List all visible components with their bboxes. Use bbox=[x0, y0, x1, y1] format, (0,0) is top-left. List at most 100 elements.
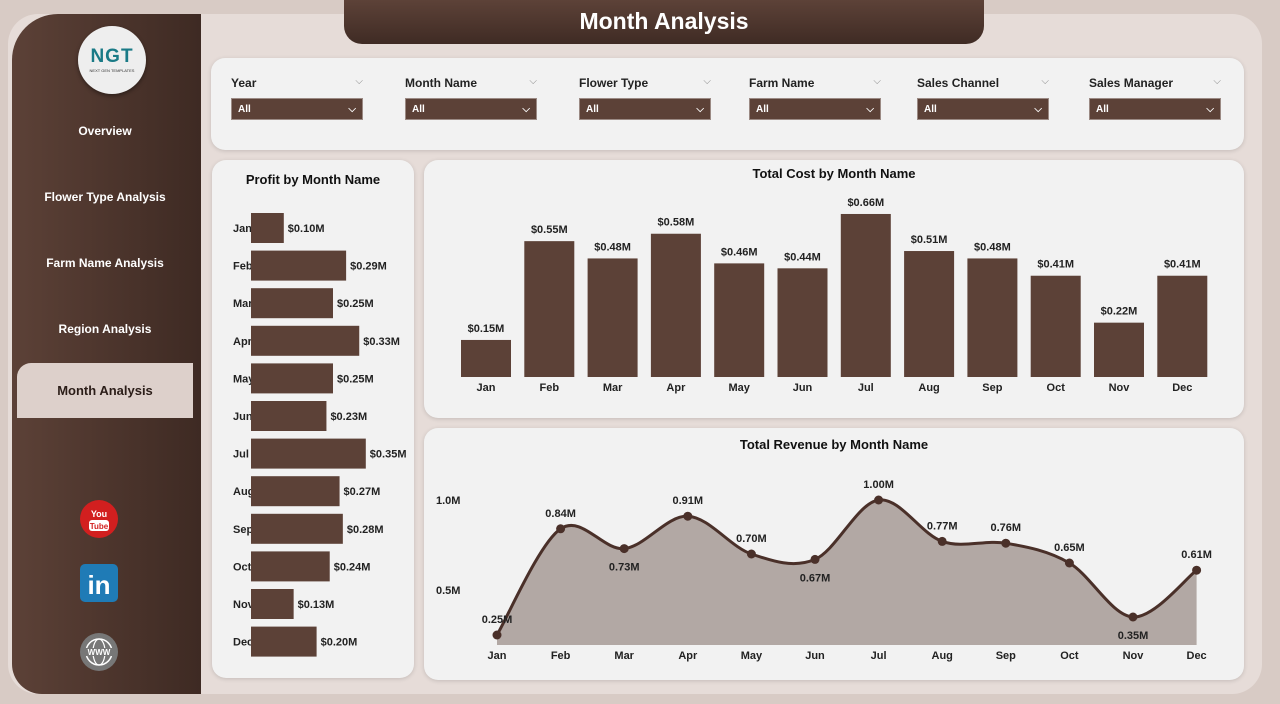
profit-chart: Jan $0.10M Feb $0.29M Mar $0.25M Apr $0.33M May $… bbox=[233, 213, 407, 657]
cost-chart: $0.15M Jan $0.55M Feb $0.48M Mar $0.58M Apr $0.4… bbox=[461, 197, 1208, 394]
revenue-line bbox=[495, 498, 1198, 636]
youtube-icon[interactable]: You Tube bbox=[80, 500, 118, 538]
profit-bar bbox=[251, 513, 343, 544]
revenue-data-label: 0.70M bbox=[736, 533, 767, 545]
profit-data-label: $0.27M bbox=[344, 486, 381, 498]
nav-overview[interactable]: Overview bbox=[78, 124, 132, 138]
revenue-data-label: 1.00M bbox=[863, 479, 894, 491]
chevron-down-icon[interactable]: ⌵ bbox=[355, 76, 363, 87]
cost-data-label: $0.46M bbox=[721, 246, 758, 258]
filter-value: All bbox=[238, 103, 251, 115]
cost-bar bbox=[1094, 322, 1144, 377]
profit-chart-card: Profit by Month Name Jan $0.10M Feb $0.29M M… bbox=[212, 160, 414, 678]
nav-month-analysis[interactable]: Month Analysis bbox=[17, 363, 193, 418]
revenue-data-label: 0.91M bbox=[673, 495, 704, 507]
linkedin-icon[interactable]: in bbox=[80, 564, 118, 602]
revenue-point bbox=[937, 536, 947, 546]
revenue-point bbox=[810, 554, 820, 564]
profit-month-label: Apr bbox=[233, 336, 253, 348]
profit-data-label: $0.23M bbox=[330, 411, 367, 423]
filter-dropdown[interactable]: All ⌵ bbox=[579, 98, 711, 120]
cost-bar bbox=[1030, 275, 1081, 377]
revenue-point bbox=[1001, 538, 1011, 548]
cost-month-label: May bbox=[728, 382, 750, 394]
revenue-point bbox=[492, 630, 502, 640]
cost-month-label: Mar bbox=[603, 382, 623, 394]
profit-bar bbox=[251, 438, 366, 469]
cost-month-label: Jul bbox=[858, 382, 874, 394]
profit-bar bbox=[251, 476, 340, 507]
filter-dropdown[interactable]: All ⌵ bbox=[405, 98, 537, 120]
filter-sales-manager: Sales Manager ⌵ All ⌵ bbox=[1089, 76, 1221, 120]
cost-bar bbox=[840, 213, 891, 377]
filter-label: Farm Name bbox=[749, 76, 815, 90]
nav-flower-type-analysis[interactable]: Flower Type Analysis bbox=[44, 190, 166, 204]
revenue-data-label: 0.35M bbox=[1118, 630, 1149, 642]
chevron-down-icon: ⌵ bbox=[348, 103, 356, 115]
profit-data-label: $0.33M bbox=[363, 336, 400, 348]
filter-dropdown[interactable]: All ⌵ bbox=[917, 98, 1049, 120]
cost-month-label: Nov bbox=[1109, 382, 1131, 394]
revenue-point bbox=[619, 544, 629, 554]
revenue-point bbox=[746, 549, 756, 559]
revenue-month-label: Dec bbox=[1187, 650, 1207, 662]
profit-month-label: Jul bbox=[233, 449, 249, 461]
cost-data-label: $0.41M bbox=[1037, 259, 1074, 271]
chevron-down-icon[interactable]: ⌵ bbox=[703, 76, 711, 87]
chevron-down-icon[interactable]: ⌵ bbox=[1041, 76, 1049, 87]
cost-data-label: $0.41M bbox=[1164, 259, 1201, 271]
svg-text:You: You bbox=[91, 509, 107, 519]
cost-month-label: Jun bbox=[793, 382, 813, 394]
profit-month-label: Nov bbox=[233, 599, 255, 611]
ngt-logo[interactable]: NGT NEXT GEN TEMPLATES bbox=[78, 26, 146, 94]
filter-dropdown[interactable]: All ⌵ bbox=[1089, 98, 1221, 120]
nav-farm-name-analysis[interactable]: Farm Name Analysis bbox=[46, 256, 164, 270]
filter-dropdown[interactable]: All ⌵ bbox=[749, 98, 881, 120]
profit-data-label: $0.25M bbox=[337, 373, 374, 385]
globe-icon[interactable]: WWW bbox=[80, 633, 118, 671]
cost-chart-title: Total Cost by Month Name bbox=[752, 166, 916, 181]
revenue-point bbox=[874, 495, 884, 505]
cost-bar bbox=[587, 258, 638, 377]
chevron-down-icon: ⌵ bbox=[1034, 103, 1042, 115]
chevron-down-icon: ⌵ bbox=[522, 103, 530, 115]
filter-label: Year bbox=[231, 76, 257, 90]
cost-bar bbox=[714, 263, 765, 377]
filter-value: All bbox=[412, 103, 425, 115]
cost-data-label: $0.48M bbox=[974, 241, 1011, 253]
filter-label: Month Name bbox=[405, 76, 477, 90]
profit-bar bbox=[251, 325, 360, 356]
profit-month-label: Dec bbox=[233, 637, 253, 649]
profit-month-label: Aug bbox=[233, 486, 254, 498]
revenue-point bbox=[1128, 612, 1138, 622]
chevron-down-icon[interactable]: ⌵ bbox=[529, 76, 537, 87]
y-axis-tick: 0.5M bbox=[436, 585, 460, 597]
cost-bar bbox=[650, 233, 701, 377]
cost-chart-card: Total Cost by Month Name $0.15M Jan $0.55M… bbox=[424, 160, 1244, 418]
cost-month-label: Apr bbox=[666, 382, 686, 394]
cost-bar bbox=[967, 258, 1018, 377]
filter-month-name: Month Name ⌵ All ⌵ bbox=[405, 76, 537, 120]
revenue-month-label: Aug bbox=[932, 650, 953, 662]
profit-data-label: $0.20M bbox=[321, 637, 358, 649]
svg-text:WWW: WWW bbox=[88, 648, 111, 657]
revenue-month-label: Nov bbox=[1123, 650, 1145, 662]
chevron-down-icon[interactable]: ⌵ bbox=[873, 76, 881, 87]
revenue-month-label: Mar bbox=[614, 650, 634, 662]
revenue-month-label: Jun bbox=[805, 650, 825, 662]
profit-data-label: $0.35M bbox=[370, 449, 407, 461]
profit-data-label: $0.25M bbox=[337, 298, 374, 310]
cost-bar bbox=[524, 241, 575, 377]
revenue-data-label: 0.61M bbox=[1181, 549, 1212, 561]
filter-dropdown[interactable]: All ⌵ bbox=[231, 98, 363, 120]
cost-data-label: $0.51M bbox=[911, 234, 948, 246]
profit-bar bbox=[251, 288, 333, 319]
filter-sales-channel: Sales Channel ⌵ All ⌵ bbox=[917, 76, 1049, 120]
page-title: Month Analysis bbox=[344, 0, 984, 44]
revenue-month-label: Jul bbox=[871, 650, 887, 662]
nav-region-analysis[interactable]: Region Analysis bbox=[58, 322, 152, 336]
cost-month-label: Oct bbox=[1047, 382, 1066, 394]
cost-data-label: $0.44M bbox=[784, 251, 821, 263]
chevron-down-icon[interactable]: ⌵ bbox=[1213, 76, 1221, 87]
filter-value: All bbox=[1096, 103, 1109, 115]
